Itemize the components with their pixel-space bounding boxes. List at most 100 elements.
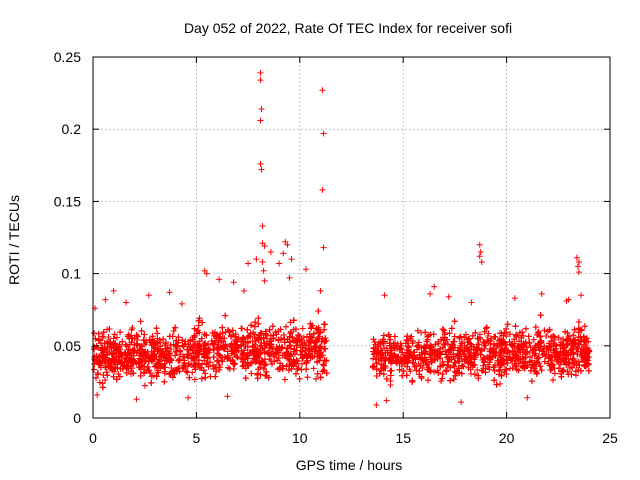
data-point (111, 340, 118, 347)
data-point (537, 333, 544, 340)
data-point (281, 336, 288, 343)
data-point (183, 368, 190, 375)
data-point (295, 332, 302, 339)
data-point (303, 266, 310, 273)
data-point (438, 336, 445, 343)
data-point (383, 345, 390, 352)
data-point (515, 360, 522, 367)
data-point (516, 338, 523, 345)
data-point (290, 317, 297, 324)
data-point (480, 339, 487, 346)
data-point (186, 374, 193, 381)
data-point (525, 333, 532, 340)
data-point (567, 347, 574, 354)
data-point (273, 344, 280, 351)
data-point (535, 344, 542, 351)
data-point (404, 353, 411, 360)
data-point (569, 364, 576, 371)
data-point (370, 345, 377, 352)
data-point (216, 334, 223, 341)
data-point (437, 345, 444, 352)
data-point (161, 368, 168, 375)
data-point (450, 376, 457, 383)
data-point (378, 367, 385, 374)
data-point (156, 358, 163, 365)
data-point (488, 335, 495, 342)
data-point (427, 367, 434, 374)
data-point (176, 356, 183, 363)
data-point (320, 367, 327, 374)
data-point (281, 376, 288, 383)
data-point (255, 320, 262, 327)
data-point (198, 375, 205, 382)
data-point (532, 350, 539, 357)
data-point (284, 345, 291, 352)
data-point (415, 344, 422, 351)
data-point (298, 360, 305, 367)
data-point (116, 343, 123, 350)
data-point (509, 342, 516, 349)
data-point (400, 368, 407, 375)
data-point (221, 344, 228, 351)
data-point (239, 352, 246, 359)
data-point (287, 342, 294, 349)
data-point (431, 283, 438, 290)
data-point (94, 369, 101, 376)
data-point (219, 358, 226, 365)
data-point (439, 326, 446, 333)
data-point (166, 333, 173, 340)
data-point (541, 358, 548, 365)
data-point (204, 355, 211, 362)
data-point (422, 329, 429, 336)
data-point (191, 325, 198, 332)
data-point (153, 325, 160, 332)
data-point (454, 367, 461, 374)
data-point (255, 315, 262, 322)
data-point (518, 341, 525, 348)
data-point (436, 350, 443, 357)
data-point (380, 371, 387, 378)
data-point (202, 339, 209, 346)
data-point (518, 334, 525, 341)
data-point (530, 336, 537, 343)
data-point (222, 341, 229, 348)
data-point (257, 117, 264, 124)
data-point (431, 357, 438, 364)
data-point (283, 363, 290, 370)
data-point (137, 372, 144, 379)
data-point (251, 323, 258, 330)
data-point (297, 351, 304, 358)
data-point (484, 361, 491, 368)
data-point (99, 335, 106, 342)
data-point (451, 333, 458, 340)
data-point (446, 330, 453, 337)
data-point (209, 329, 216, 336)
data-point (233, 338, 240, 345)
data-point (251, 356, 258, 363)
data-point (503, 353, 510, 360)
data-point (452, 372, 459, 379)
data-point (250, 329, 257, 336)
data-point (555, 358, 562, 365)
plot-frame (92, 56, 611, 419)
data-point (298, 338, 305, 345)
data-point (512, 358, 519, 365)
data-point (303, 360, 310, 367)
data-point (259, 358, 266, 365)
data-point (373, 402, 380, 409)
data-point (406, 349, 413, 356)
data-point (262, 330, 269, 337)
data-point (184, 346, 191, 353)
data-point (573, 254, 580, 261)
data-points (91, 69, 593, 409)
data-point (116, 373, 123, 380)
data-point (427, 342, 434, 349)
data-point (388, 367, 395, 374)
data-point (141, 331, 148, 338)
data-point (512, 332, 519, 339)
data-point (180, 353, 187, 360)
data-point (99, 384, 106, 391)
data-point (178, 300, 185, 307)
data-point (469, 332, 476, 339)
data-point (467, 340, 474, 347)
